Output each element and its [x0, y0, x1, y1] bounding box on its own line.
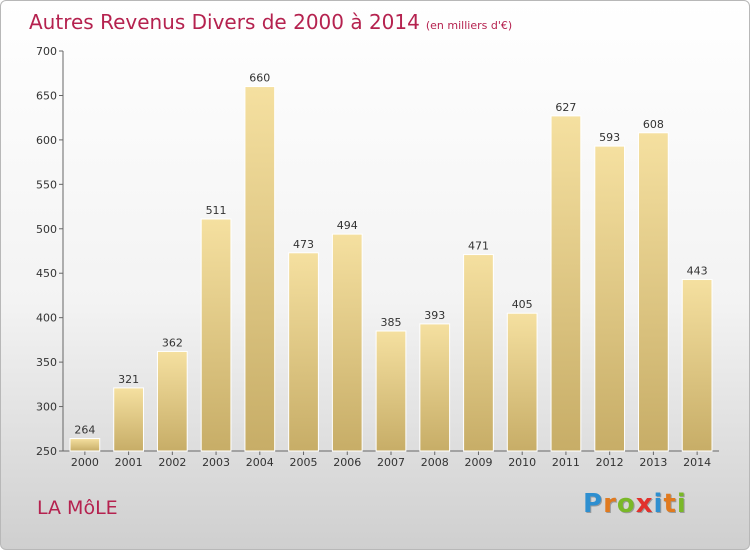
x-tick-label-2004: 2004: [246, 456, 274, 469]
x-tick-label-2003: 2003: [202, 456, 230, 469]
data-label-2004: 660: [249, 72, 270, 85]
bar-2007: [375, 330, 407, 452]
logo-letter: r: [603, 489, 617, 519]
data-label-2000: 264: [74, 424, 95, 437]
bar-2009: [463, 254, 494, 452]
chart-labels: 264 321 362 511 660 473 494 385 393 471 405 627 593 6…: [74, 72, 707, 437]
logo-letter: i: [653, 489, 664, 519]
data-label-2003: 511: [206, 204, 227, 217]
bar-2013: [638, 132, 669, 452]
chart-title-text: Autres Revenus Divers de 2000 à 2014: [29, 10, 420, 34]
x-tick-label-2012: 2012: [596, 456, 624, 469]
data-label-2012: 593: [599, 131, 620, 144]
bar-2012: [594, 145, 626, 452]
x-tick-label-2008: 2008: [421, 456, 449, 469]
data-label-2010: 405: [512, 298, 533, 311]
x-tick-label-2005: 2005: [290, 456, 318, 469]
x-tick-label-2013: 2013: [639, 456, 667, 469]
y-tick-label: 500: [36, 223, 57, 236]
bar-2006: [331, 233, 363, 452]
logo-letter: x: [635, 489, 654, 519]
y-tick-label: 350: [36, 356, 57, 369]
x-tick-label-2007: 2007: [377, 456, 405, 469]
logo-letter: P: [583, 489, 604, 519]
y-tick-label: 650: [36, 89, 57, 102]
proxiti-logo: Proxiti: [583, 489, 687, 519]
logo-letter: i: [676, 489, 687, 519]
data-label-2005: 473: [293, 238, 314, 251]
x-tick-label-2010: 2010: [508, 456, 536, 469]
data-label-2001: 321: [118, 373, 139, 386]
data-label-2006: 494: [337, 219, 358, 232]
y-tick-label: 600: [36, 134, 57, 147]
bar-2008: [419, 323, 451, 452]
logo-letter: o: [616, 489, 636, 519]
logo-letter: t: [663, 489, 677, 519]
x-tick-label-2006: 2006: [333, 456, 361, 469]
data-label-2014: 443: [687, 264, 708, 277]
x-tick-label-2001: 2001: [115, 456, 143, 469]
y-tick-label: 700: [36, 45, 57, 58]
data-label-2002: 362: [162, 336, 183, 349]
commune-name: LA MôLE: [37, 497, 118, 519]
bar-2002: [156, 350, 188, 452]
y-tick-label: 400: [36, 312, 57, 325]
y-tick-label: 550: [36, 178, 57, 191]
bar-2005: [288, 252, 319, 452]
data-label-2007: 385: [381, 316, 402, 329]
bar-2004: [244, 86, 276, 452]
chart-axes: 250 300 350 400 450 500 550 600 650 700 2000 2001 20…: [36, 45, 719, 469]
bar-2000: [69, 438, 101, 452]
data-label-2008: 393: [424, 309, 445, 322]
x-tick-label-2009: 2009: [464, 456, 492, 469]
y-tick-label: 250: [36, 445, 57, 458]
chart-bars: [69, 86, 713, 452]
bar-2001: [113, 387, 144, 452]
data-label-2013: 608: [643, 118, 664, 131]
bar-2010: [506, 312, 538, 452]
x-tick-label-2002: 2002: [158, 456, 186, 469]
x-tick-label-2011: 2011: [552, 456, 580, 469]
bar-2011: [550, 115, 582, 452]
x-tick-label-2014: 2014: [683, 456, 711, 469]
y-tick-label: 450: [36, 267, 57, 280]
data-label-2011: 627: [555, 101, 576, 114]
chart-unit: (en milliers d'€): [425, 19, 513, 32]
data-label-2009: 471: [468, 240, 489, 253]
bar-2014: [681, 278, 713, 452]
bar-2003: [200, 218, 232, 452]
chart-title: Autres Revenus Divers de 2000 à 2014 (en …: [29, 10, 512, 34]
x-tick-label-2000: 2000: [71, 456, 99, 469]
y-tick-label: 300: [36, 401, 57, 414]
